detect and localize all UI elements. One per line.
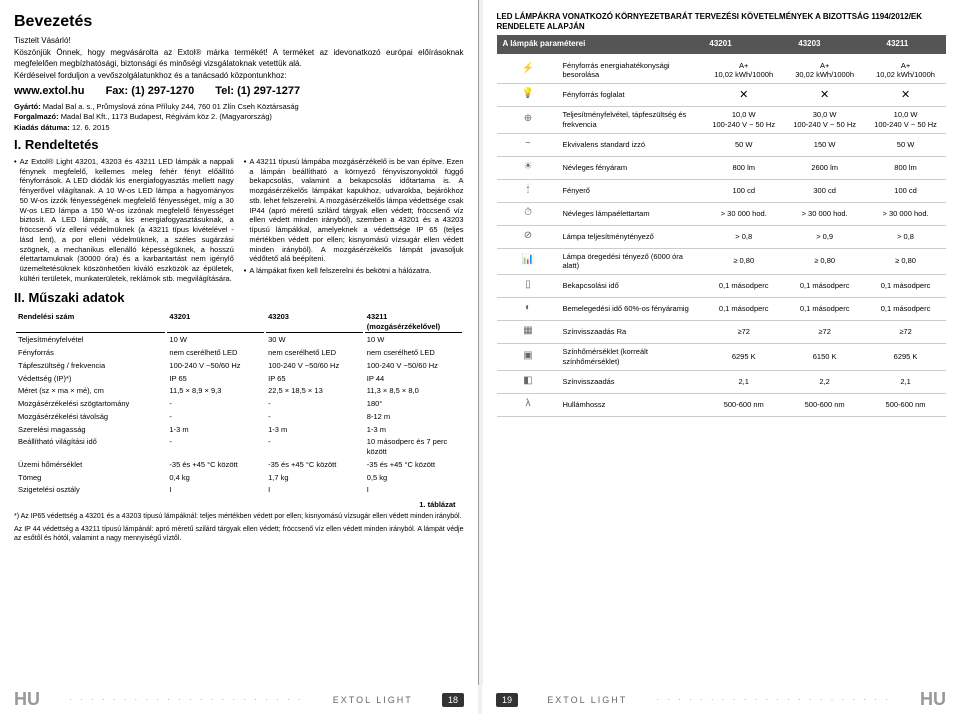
url: www.extol.hu — [14, 85, 85, 97]
param-icon: ▣ — [519, 349, 537, 365]
param-icon: 💡 — [519, 87, 537, 103]
param-icon: ~ — [519, 137, 537, 153]
param-icon: ⊘ — [519, 229, 537, 245]
param-icon: 🕯 — [519, 183, 537, 199]
param-row: 🕯Fényerő100 cd300 cd100 cd — [497, 179, 947, 202]
purpose-columns: •Az Extol® Light 43201, 43203 és 43211 L… — [14, 157, 464, 286]
param-row: ▯Bekapcsolási idő0,1 másodperc0,1 másodp… — [497, 275, 947, 298]
dots: · · · · · · · · · · · · · · · · · · · · … — [656, 695, 890, 704]
manufacturer: Gyártó: Madal Bal a. s., Průmyslová zóna… — [14, 102, 464, 112]
footnote-1: *) Az IP65 védettség a 43201 és a 43203 … — [14, 512, 464, 521]
purpose-text-3: A lámpákat fixen kell felszerelni és bek… — [249, 266, 431, 276]
param-row: ☀Névleges fényáram800 lm2600 lm800 lm — [497, 156, 947, 179]
table-row: Fényforrásnem cserélhető LEDnem cserélhe… — [16, 348, 462, 359]
param-icon: ▦ — [519, 324, 537, 340]
table-caption: 1. táblázat — [14, 500, 464, 510]
param-icon: ⊕ — [519, 112, 537, 128]
param-header-strip: A lámpák paraméterei 43201 43203 43211 — [497, 35, 947, 53]
tech-header-row: Rendelési szám432014320343211 (mozgásérz… — [16, 311, 462, 333]
param-icon: ☀ — [519, 160, 537, 176]
footnote-2: Az IP 44 védettség a 43211 típusú lámpán… — [14, 525, 464, 543]
tech-table: Rendelési szám432014320343211 (mozgásérz… — [14, 309, 464, 497]
brand-right: EXTOL LIGHT — [547, 695, 627, 705]
contact-line: www.extol.hu Fax: (1) 297-1270 Tel: (1) … — [14, 84, 464, 98]
purpose-text-2: A 43211 típusú lámpába mozgásérzékelő is… — [249, 157, 463, 264]
intro-2: Kérdéseivel forduljon a vevőszolgálatunk… — [14, 71, 464, 81]
purpose-text-1: Az Extol® Light 43201, 43203 és 43211 LE… — [20, 157, 234, 284]
param-row: 💡Fényforrás foglalat✕✕✕ — [497, 84, 947, 107]
page-num-right: 19 — [496, 693, 518, 707]
brand-left: EXTOL LIGHT — [333, 695, 413, 705]
table-row: Tápfeszültség / frekvencia100-240 V ~50/… — [16, 360, 462, 371]
table-row: Szerelési magasság1-3 m1-3 m1-3 m — [16, 424, 462, 435]
table-row: Mozgásérzékelési szögtartomány--180° — [16, 399, 462, 410]
param-row: ⊕Teljesítményfelvétel, tápfeszültség és … — [497, 107, 947, 134]
param-row: ▦Színvisszaadás Ra≥72≥72≥72 — [497, 321, 947, 344]
table-row: Mozgásérzékelési távolság--8-12 m — [16, 411, 462, 422]
lang-code-left: HU — [14, 689, 40, 710]
param-icon: ◧ — [519, 374, 537, 390]
param-row: ◐Bemelegedési idő 60%-os fényáramig0,1 m… — [497, 298, 947, 321]
page-title: Bevezetés — [14, 12, 464, 33]
page-num-left: 18 — [442, 693, 464, 707]
section-purpose: I. Rendeltetés — [14, 137, 464, 154]
fax: Fax: (1) 297-1270 — [106, 85, 195, 97]
param-icon: 📊 — [519, 253, 537, 269]
issue-date: Kiadás dátuma: 12. 6. 2015 — [14, 123, 464, 133]
footer: HU · · · · · · · · · · · · · · · · · · ·… — [0, 685, 960, 714]
param-icon: ⚡ — [519, 62, 537, 78]
greeting: Tisztelt Vásárló! — [14, 36, 464, 46]
param-row: ⏱Névleges lámpaélettartam> 30 000 hod.> … — [497, 202, 947, 225]
env-title: LED LÁMPÁKRA VONATKOZÓ KÖRNYEZETBARÁT TE… — [497, 12, 947, 31]
left-page: Bevezetés Tisztelt Vásárló! Köszönjük Ön… — [0, 0, 479, 685]
param-icon: ▯ — [519, 278, 537, 294]
table-row: Védettség (IP)*)IP 65IP 65IP 44 — [16, 373, 462, 384]
table-row: Méret (sz × ma × mé), cm11,5 × 8,9 × 9,3… — [16, 386, 462, 397]
param-icon: ◐ — [519, 301, 537, 317]
tel: Tel: (1) 297-1277 — [215, 85, 300, 97]
lang-code-right: HU — [920, 689, 946, 710]
param-row: ▣Színhőmérséklet (korreált színhőmérsékl… — [497, 344, 947, 371]
param-row: ⚡Fényforrás energiahatékonysági besorolá… — [497, 58, 947, 84]
param-row: λHullámhossz500-600 nm500-600 nm500-600 … — [497, 393, 947, 416]
table-row: Szigetelési osztályIII — [16, 485, 462, 496]
param-row: ◧Színvisszaadás2,12,22,1 — [497, 370, 947, 393]
table-row: Teljesítményfelvétel10 W30 W10 W — [16, 335, 462, 346]
param-table: ⚡Fényforrás energiahatékonysági besorolá… — [497, 58, 947, 417]
right-page: LED LÁMPÁKRA VONATKOZÓ KÖRNYEZETBARÁT TE… — [483, 0, 960, 685]
param-icon: λ — [519, 397, 537, 413]
param-row: ⊘Lámpa teljesítménytényező> 0,8> 0,9> 0,… — [497, 225, 947, 248]
table-row: Tömeg0,4 kg1,7 kg0,5 kg — [16, 472, 462, 483]
table-row: Üzemi hőmérséklet-35 és +45 °C között-35… — [16, 459, 462, 470]
param-icon: ⏱ — [519, 206, 537, 222]
table-row: Beállítható világítási idő--10 másodperc… — [16, 437, 462, 458]
intro-1: Köszönjük Önnek, hogy megvásárolta az Ex… — [14, 48, 464, 69]
section-tech: II. Műszaki adatok — [14, 290, 464, 307]
param-row: 📊Lámpa öregedési tényező (6000 óra alatt… — [497, 248, 947, 275]
distributor: Forgalmazó: Madal Bal Kft., 1173 Budapes… — [14, 112, 464, 122]
dots: · · · · · · · · · · · · · · · · · · · · … — [69, 695, 303, 704]
param-row: ~Ekvivalens standard izzó50 W150 W50 W — [497, 133, 947, 156]
